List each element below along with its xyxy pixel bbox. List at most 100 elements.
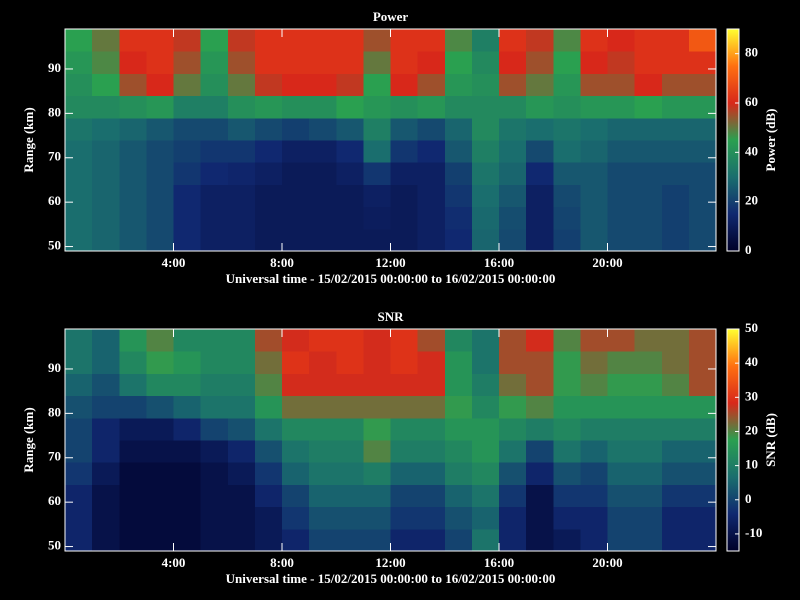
heatmap-cell bbox=[607, 73, 636, 97]
heatmap-cell bbox=[553, 140, 581, 163]
heatmap-cell bbox=[444, 95, 473, 119]
heatmap-cell bbox=[309, 162, 337, 185]
x-tick-label: 8:00 bbox=[270, 555, 294, 570]
heatmap-cell bbox=[688, 162, 717, 185]
colorbar-tick-label: 80 bbox=[745, 45, 758, 60]
heatmap-cell bbox=[688, 528, 717, 552]
heatmap-cell bbox=[580, 73, 608, 97]
heatmap-cell bbox=[526, 329, 554, 352]
heatmap-cell bbox=[471, 395, 500, 419]
heatmap-cell bbox=[688, 184, 717, 208]
heatmap-cell bbox=[282, 162, 310, 185]
heatmap-cell bbox=[227, 484, 256, 508]
heatmap-cell bbox=[200, 462, 229, 485]
heatmap-cell bbox=[417, 351, 446, 374]
heatmap-cell bbox=[309, 73, 337, 97]
heatmap-cell bbox=[634, 329, 663, 352]
heatmap-cell bbox=[499, 140, 527, 163]
heatmap-cell bbox=[526, 140, 554, 163]
heatmap-cell bbox=[634, 228, 663, 252]
heatmap-cell bbox=[336, 395, 364, 419]
heatmap-cell bbox=[92, 440, 120, 463]
colorbar-tick-label: 30 bbox=[745, 388, 758, 403]
heatmap-cell bbox=[390, 351, 419, 374]
heatmap-cell bbox=[526, 73, 554, 97]
heatmap-cell bbox=[607, 395, 636, 419]
heatmap-cell bbox=[200, 373, 229, 397]
y-tick-label: 70 bbox=[48, 449, 61, 464]
heatmap-cell bbox=[282, 73, 310, 97]
heatmap-cell bbox=[200, 117, 229, 141]
heatmap-cell bbox=[553, 162, 581, 185]
heatmap-cell bbox=[634, 440, 663, 463]
heatmap-cell bbox=[119, 329, 147, 352]
heatmap-cell bbox=[119, 73, 147, 97]
colorbar-tick-label: 0 bbox=[745, 242, 752, 257]
heatmap-cell bbox=[254, 184, 283, 208]
heatmap-cell bbox=[119, 373, 147, 397]
heatmap-cell bbox=[92, 329, 120, 352]
colorbar-tick-label: 50 bbox=[745, 320, 758, 335]
heatmap-cell bbox=[146, 528, 174, 552]
heatmap-cell bbox=[65, 528, 93, 552]
heatmap-cell bbox=[634, 417, 663, 441]
heatmap-cell bbox=[173, 162, 202, 185]
heatmap-cell bbox=[417, 462, 446, 485]
heatmap-cell bbox=[363, 51, 391, 74]
heatmap-cell bbox=[580, 117, 608, 141]
heatmap-cell bbox=[553, 462, 581, 485]
heatmap-cell bbox=[471, 329, 500, 352]
heatmap-cell bbox=[499, 417, 527, 441]
heatmap-cell bbox=[92, 462, 120, 485]
y-tick-label: 90 bbox=[48, 360, 61, 375]
heatmap-cell bbox=[282, 440, 310, 463]
heatmap-cell bbox=[390, 162, 419, 185]
x-axis-label: Universal time - 15/02/2015 00:00:00 to … bbox=[226, 271, 556, 286]
heatmap-cell bbox=[146, 95, 174, 119]
heatmap-cell bbox=[363, 95, 391, 119]
heatmap-cell bbox=[309, 228, 337, 252]
heatmap-cell bbox=[607, 462, 636, 485]
y-tick-label: 50 bbox=[48, 238, 61, 253]
colorbar-tick-label: 0 bbox=[745, 491, 752, 506]
heatmap-cell bbox=[146, 417, 174, 441]
heatmap-cell bbox=[200, 51, 229, 74]
y-axis-label: Range (km) bbox=[21, 407, 36, 472]
heatmap-cell bbox=[688, 329, 717, 352]
heatmap-cell bbox=[200, 206, 229, 230]
heatmap-cell bbox=[417, 395, 446, 419]
heatmap-cell bbox=[146, 51, 174, 74]
heatmap-cell bbox=[580, 29, 608, 52]
heatmap-cell bbox=[65, 484, 93, 508]
heatmap-cell bbox=[390, 95, 419, 119]
heatmap-cell bbox=[607, 206, 636, 230]
heatmap-cell bbox=[254, 73, 283, 97]
heatmap-cell bbox=[254, 506, 283, 530]
heatmap-cell bbox=[417, 184, 446, 208]
heatmap-cell bbox=[417, 506, 446, 530]
heatmap-cell bbox=[336, 51, 364, 74]
heatmap-cell bbox=[65, 162, 93, 185]
heatmap-cell bbox=[634, 162, 663, 185]
heatmap-cell bbox=[200, 140, 229, 163]
heatmap-cell bbox=[688, 462, 717, 485]
heatmap-cell bbox=[227, 51, 256, 74]
heatmap-cell bbox=[336, 351, 364, 374]
heatmap-cell bbox=[471, 95, 500, 119]
heatmap-cell bbox=[444, 484, 473, 508]
heatmap-cell bbox=[282, 140, 310, 163]
heatmap-cell bbox=[661, 228, 690, 252]
heatmap-cell bbox=[553, 351, 581, 374]
heatmap-cell bbox=[688, 206, 717, 230]
x-tick-label: 12:00 bbox=[375, 555, 405, 570]
heatmap-cell bbox=[282, 462, 310, 485]
heatmap-cell bbox=[499, 228, 527, 252]
heatmap-cell bbox=[173, 95, 202, 119]
heatmap-cell bbox=[634, 395, 663, 419]
heatmap-cell bbox=[336, 29, 364, 52]
heatmap-cell bbox=[634, 140, 663, 163]
heatmap-cell bbox=[200, 528, 229, 552]
heatmap-cell bbox=[499, 506, 527, 530]
heatmap-cell bbox=[65, 329, 93, 352]
heatmap-cell bbox=[390, 184, 419, 208]
